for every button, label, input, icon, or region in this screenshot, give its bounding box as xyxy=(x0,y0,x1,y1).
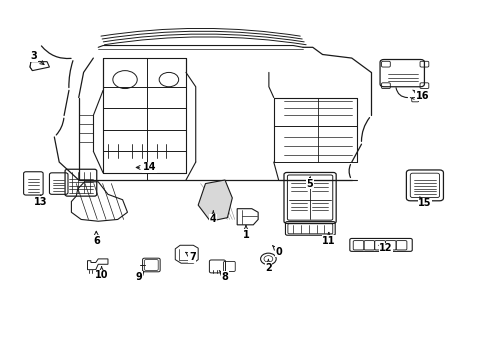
Text: 1: 1 xyxy=(242,226,249,239)
Text: 5: 5 xyxy=(306,177,313,189)
Text: 16: 16 xyxy=(412,90,428,101)
Text: 3: 3 xyxy=(30,51,44,64)
Text: 9: 9 xyxy=(136,271,143,282)
Text: 7: 7 xyxy=(185,252,195,262)
Text: 2: 2 xyxy=(264,260,271,273)
Text: 6: 6 xyxy=(93,231,100,246)
Text: 14: 14 xyxy=(136,162,156,172)
Text: 13: 13 xyxy=(34,195,47,207)
Polygon shape xyxy=(198,180,232,221)
Text: 11: 11 xyxy=(322,233,335,246)
Text: 8: 8 xyxy=(219,270,228,282)
Text: 0: 0 xyxy=(272,246,282,257)
Text: 10: 10 xyxy=(95,267,108,280)
Text: 4: 4 xyxy=(209,211,216,224)
Text: 15: 15 xyxy=(417,197,431,208)
Text: 12: 12 xyxy=(378,243,392,253)
